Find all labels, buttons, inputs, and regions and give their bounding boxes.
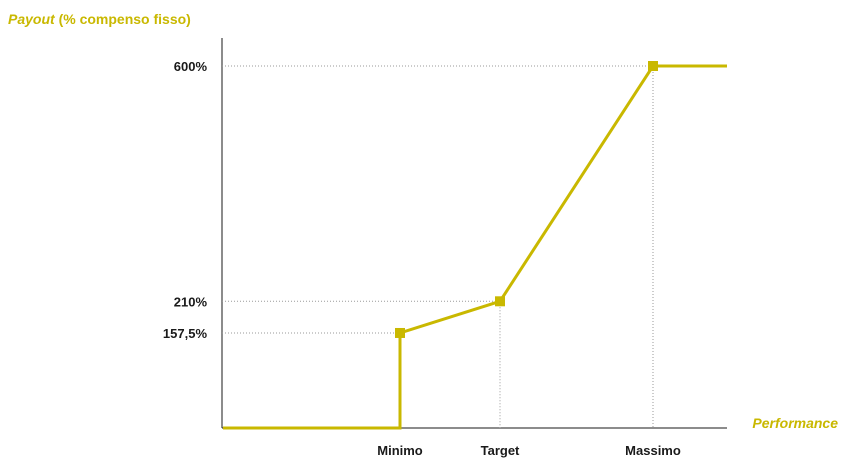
series-line-0 — [223, 66, 727, 428]
data-marker-target — [495, 296, 505, 306]
x-tick-label: Massimo — [625, 443, 681, 458]
y-tick-labels: 157,5% 210% 600% — [163, 59, 208, 341]
data-marker-minimo — [395, 328, 405, 338]
data-marker-massimo — [648, 61, 658, 71]
y-tick-label: 157,5% — [163, 326, 208, 341]
y-tick-label: 210% — [174, 294, 208, 309]
series-lines — [223, 66, 727, 428]
x-tick-label: Minimo — [377, 443, 423, 458]
grid-lines — [222, 66, 653, 428]
y-tick-label: 600% — [174, 59, 208, 74]
y-axis-title-rest: (% compenso fisso) — [55, 11, 191, 27]
y-axis-title: Payout (% compenso fisso) — [8, 11, 191, 27]
y-axis-title-italic: Payout — [8, 11, 56, 27]
data-markers — [395, 61, 658, 338]
x-axis-title: Performance — [752, 415, 838, 431]
x-tick-labels: Minimo Target Massimo — [377, 443, 681, 458]
x-tick-label: Target — [481, 443, 520, 458]
